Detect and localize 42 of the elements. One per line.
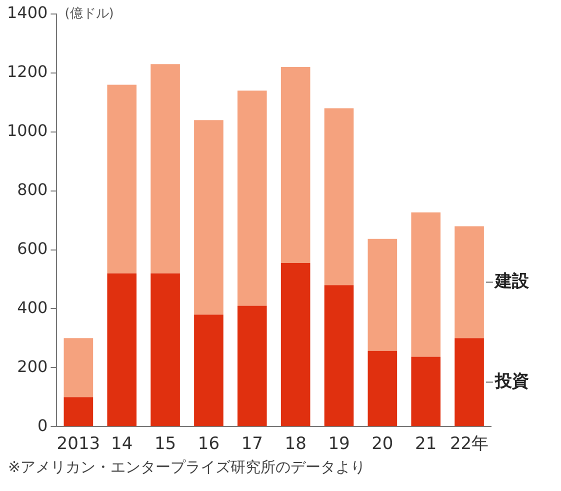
bar <box>194 314 224 426</box>
bar <box>150 273 180 426</box>
bar <box>411 212 441 357</box>
bar <box>237 90 267 306</box>
bar <box>411 356 441 426</box>
y-axis-title: (億ドル) <box>64 6 114 22</box>
bar <box>368 350 398 426</box>
x-tick-label: 2013 <box>56 434 100 454</box>
x-tick-label: 17 <box>241 434 263 454</box>
bar <box>150 64 180 274</box>
bar <box>107 84 137 274</box>
bar <box>194 120 224 315</box>
series-label: 投資 <box>494 372 529 392</box>
x-tick-label: 20 <box>372 434 394 454</box>
y-tick-label: 1400 <box>7 3 48 22</box>
y-tick-label: 1200 <box>7 62 48 82</box>
bar <box>324 285 354 426</box>
y-tick-label: 800 <box>17 180 48 199</box>
bar <box>454 338 484 426</box>
bar <box>324 108 354 286</box>
bar <box>237 306 267 426</box>
y-tick-label: 1000 <box>7 121 48 140</box>
y-tick-label: 400 <box>17 298 48 317</box>
x-tick-label: 14 <box>111 434 133 454</box>
bar <box>280 263 310 426</box>
bar <box>64 338 94 398</box>
bar <box>454 226 484 338</box>
y-tick-label: 200 <box>17 356 48 376</box>
x-tick-label: 19 <box>328 434 350 454</box>
bar <box>368 238 398 351</box>
x-tick-label: 16 <box>198 434 220 454</box>
bar <box>107 273 137 426</box>
series-label: 建設 <box>492 272 530 292</box>
bar <box>64 397 94 426</box>
x-tick-label: 15 <box>154 434 176 454</box>
x-tick-label: 21 <box>415 434 437 454</box>
bar <box>280 67 310 264</box>
y-tick-label: 600 <box>17 238 48 258</box>
x-tick-label: 18 <box>284 434 306 454</box>
y-tick-label: 0 <box>38 416 48 435</box>
x-tick-label: 22年 <box>450 434 489 454</box>
text: ※アメリカン・エンタープライズ研究所のデータより <box>8 458 367 477</box>
